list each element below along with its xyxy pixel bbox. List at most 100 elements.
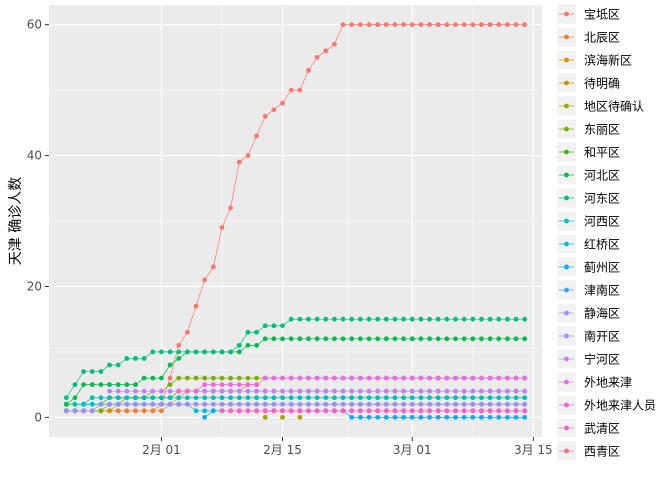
legend-label: 滨海新区 [584,53,632,68]
legend-label: 河北区 [584,169,620,183]
data-point [392,375,398,381]
data-point [314,388,320,394]
x-tick-label: 3月 15 [514,443,553,457]
data-point [202,388,208,394]
data-point [262,375,268,381]
data-point [375,375,381,381]
data-point [219,395,225,401]
data-point [184,329,190,335]
data-point [461,22,467,28]
data-point [124,408,130,414]
data-point [141,375,147,381]
data-point [150,395,156,401]
legend-key-point [564,356,569,362]
data-point [357,395,363,401]
data-point [141,401,147,407]
data-point [513,316,519,322]
data-point [297,375,303,381]
data-point [228,349,234,355]
data-point [392,336,398,342]
data-point [401,395,407,401]
data-point [115,395,121,401]
data-point [288,408,294,414]
legend-key-point [564,218,569,224]
legend-item: 外地来津 [557,372,632,392]
data-point [522,408,528,414]
data-point [107,362,112,368]
data-point [210,349,216,355]
data-point [332,316,337,322]
data-point [522,375,528,381]
data-point [427,395,432,401]
data-point [418,375,424,381]
data-point [176,342,182,348]
data-point [401,316,407,322]
data-point [202,375,208,381]
data-point [332,395,337,401]
data-point [496,336,502,342]
data-point [81,369,86,374]
data-point [409,414,415,420]
series-layer [63,22,528,420]
data-point [236,382,242,388]
series-外地来津人员 [176,382,259,394]
data-point [357,336,363,342]
data-point [418,316,424,322]
data-point [245,153,251,158]
data-point [159,401,164,407]
data-point [444,336,450,342]
data-point [375,414,381,420]
data-point [409,408,415,414]
data-point [375,401,381,407]
data-point [133,356,138,361]
data-point [479,375,484,381]
data-point [167,401,173,407]
data-point [306,375,311,381]
data-point [505,408,510,414]
data-point [340,336,346,342]
legend-item: 宝坻区 [557,4,620,24]
data-point [470,316,476,322]
data-point [418,395,424,401]
data-point [479,395,484,401]
data-point [228,205,234,211]
data-point [323,401,329,407]
data-point [314,336,320,342]
data-point [159,408,164,414]
data-point [314,375,320,381]
legend: 宝坻区北辰区滨海新区待明确地区待确认东丽区和平区河北区河东区河西区红桥区蓟州区津… [557,4,656,461]
data-point [219,375,225,381]
data-point [236,342,242,348]
data-point [133,388,138,394]
data-point [141,408,147,414]
data-point [487,336,493,342]
data-point [280,323,285,329]
data-point [453,316,458,322]
data-point [349,388,355,394]
data-point [409,388,415,394]
data-point [167,388,173,394]
legend-item: 河北区 [557,165,620,185]
data-point [392,401,398,407]
data-point [453,395,458,401]
data-point [332,375,337,381]
data-point [89,382,95,388]
legend-key-point [564,241,569,247]
legend-key-point [564,287,569,293]
data-point [107,388,112,394]
data-point [228,395,234,401]
legend-label: 待明确 [584,77,620,91]
data-point [254,395,259,401]
legend-label: 外地来津 [584,376,632,390]
data-point [262,113,268,119]
data-point [314,54,320,60]
legend-key-point [564,195,569,201]
data-point [193,388,199,394]
data-point [522,401,528,407]
data-point [63,401,69,407]
data-point [496,395,502,401]
data-point [228,382,234,388]
data-point [487,414,493,420]
data-point [219,382,225,388]
data-point [141,356,147,361]
